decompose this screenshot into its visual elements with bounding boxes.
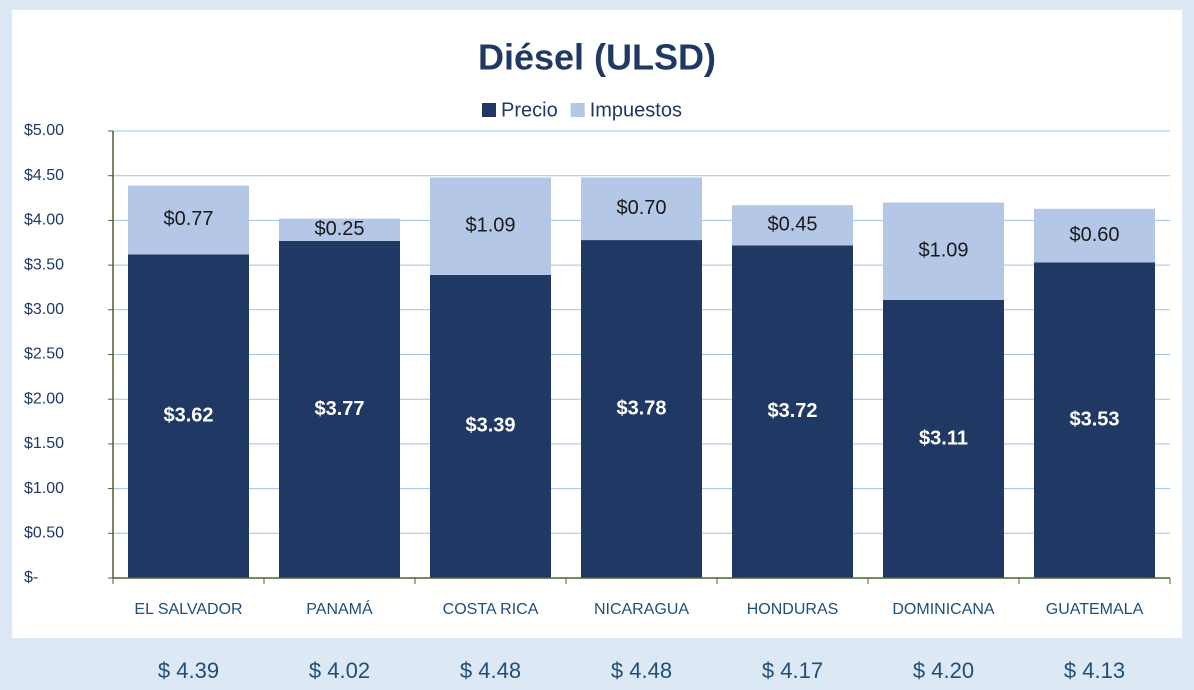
chart-title: Diésel (ULSD) bbox=[478, 37, 716, 78]
data-label: $0.77 bbox=[163, 208, 213, 230]
total-label: $ 4.20 bbox=[913, 658, 974, 683]
y-tick-label: $0.50 bbox=[24, 525, 64, 542]
y-tick-label: $4.50 bbox=[24, 167, 64, 184]
x-tick-label: NICARAGUA bbox=[594, 601, 689, 618]
x-tick-label: DOMINICANA bbox=[892, 601, 995, 618]
data-label: $0.25 bbox=[314, 218, 364, 240]
bar-segment bbox=[279, 240, 400, 578]
bar-segment bbox=[1034, 262, 1155, 578]
x-tick-label: COSTA RICA bbox=[443, 601, 539, 618]
data-label: $3.11 bbox=[919, 427, 968, 449]
data-label: $0.70 bbox=[616, 197, 666, 219]
x-tick-label: HONDURAS bbox=[747, 601, 839, 618]
total-label: $ 4.48 bbox=[460, 658, 521, 683]
legend-swatch bbox=[482, 103, 496, 117]
data-label: $3.53 bbox=[1069, 408, 1119, 430]
y-tick-label: $1.50 bbox=[24, 435, 64, 452]
data-label: $1.09 bbox=[918, 240, 968, 262]
data-label: $3.78 bbox=[616, 397, 666, 419]
data-label: $0.60 bbox=[1069, 224, 1119, 246]
legend-swatch bbox=[570, 103, 585, 117]
bar-segment bbox=[128, 254, 249, 578]
bar-segment bbox=[581, 240, 702, 578]
y-tick-label: $1.00 bbox=[24, 480, 64, 497]
bar-segment bbox=[430, 177, 551, 275]
bar-segment bbox=[1034, 208, 1155, 263]
data-label: $3.62 bbox=[163, 404, 213, 426]
x-tick-label: GUATEMALA bbox=[1046, 601, 1144, 618]
data-label: $0.45 bbox=[767, 214, 817, 236]
bar-segment bbox=[430, 274, 551, 578]
bar-segment bbox=[883, 299, 1004, 578]
total-label: $ 4.02 bbox=[309, 658, 370, 683]
x-tick-label: EL SALVADOR bbox=[134, 601, 242, 618]
y-tick-label: $3.00 bbox=[24, 301, 64, 318]
bar-segment bbox=[128, 185, 249, 255]
total-label: $ 4.48 bbox=[611, 658, 672, 683]
y-tick-label: $2.00 bbox=[24, 390, 64, 407]
data-label: $1.09 bbox=[465, 214, 515, 236]
bar-segment bbox=[581, 177, 702, 241]
bar-segment bbox=[279, 218, 400, 241]
data-label: $3.72 bbox=[767, 400, 817, 422]
legend-label: Precio bbox=[501, 99, 558, 121]
y-tick-label: $- bbox=[24, 569, 38, 586]
total-label: $ 4.13 bbox=[1064, 658, 1125, 683]
total-label: $ 4.17 bbox=[762, 658, 823, 683]
y-tick-label: $3.50 bbox=[24, 256, 64, 273]
y-tick-label: $5.00 bbox=[24, 122, 64, 139]
legend-label: Impuestos bbox=[590, 99, 682, 121]
bar-segment bbox=[732, 205, 853, 246]
bar-segment bbox=[883, 202, 1004, 300]
data-label: $3.39 bbox=[465, 415, 515, 437]
data-label: $3.77 bbox=[314, 398, 364, 420]
total-label: $ 4.39 bbox=[158, 658, 219, 683]
y-tick-label: $2.50 bbox=[24, 346, 64, 363]
x-tick-label: PANAMÁ bbox=[306, 599, 373, 618]
y-tick-label: $4.00 bbox=[24, 212, 64, 229]
bar-segment bbox=[732, 245, 853, 578]
